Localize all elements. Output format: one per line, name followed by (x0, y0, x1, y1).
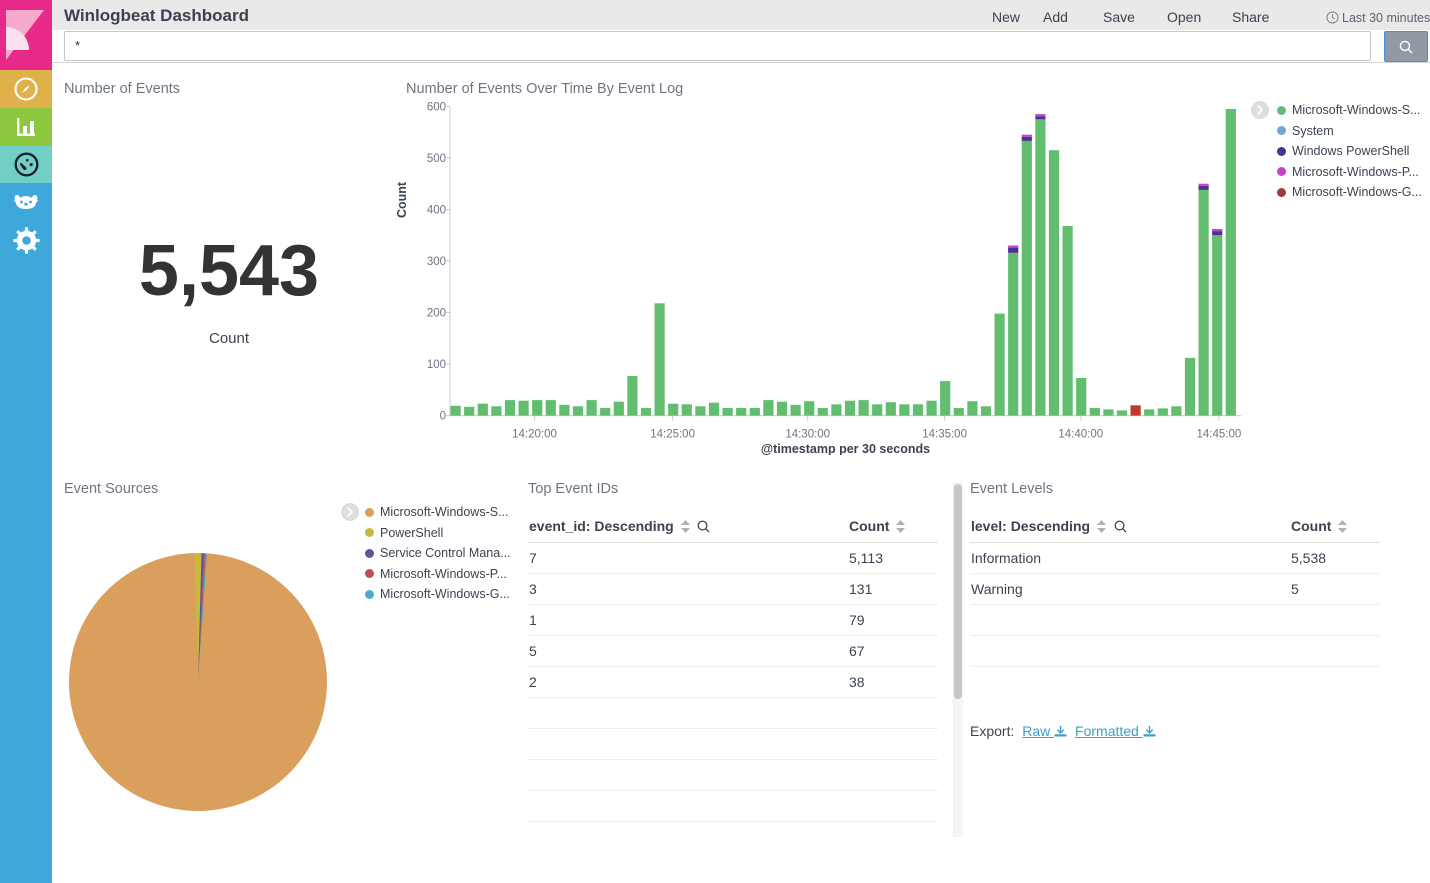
svg-text:0: 0 (440, 411, 446, 423)
svg-text:200: 200 (427, 308, 446, 320)
svg-text:600: 600 (427, 101, 446, 113)
svg-text:14:35:00: 14:35:00 (922, 429, 967, 441)
svg-text:14:20:00: 14:20:00 (512, 429, 557, 441)
svg-text:500: 500 (427, 153, 446, 165)
svg-text:14:40:00: 14:40:00 (1058, 429, 1103, 441)
svg-text:400: 400 (427, 205, 446, 217)
svg-text:14:30:00: 14:30:00 (785, 429, 830, 441)
svg-text:14:25:00: 14:25:00 (650, 429, 695, 441)
svg-text:@timestamp per 30 seconds: @timestamp per 30 seconds (761, 442, 930, 455)
svg-text:300: 300 (427, 256, 446, 268)
svg-text:100: 100 (427, 359, 446, 371)
svg-text:14:45:00: 14:45:00 (1197, 429, 1242, 441)
